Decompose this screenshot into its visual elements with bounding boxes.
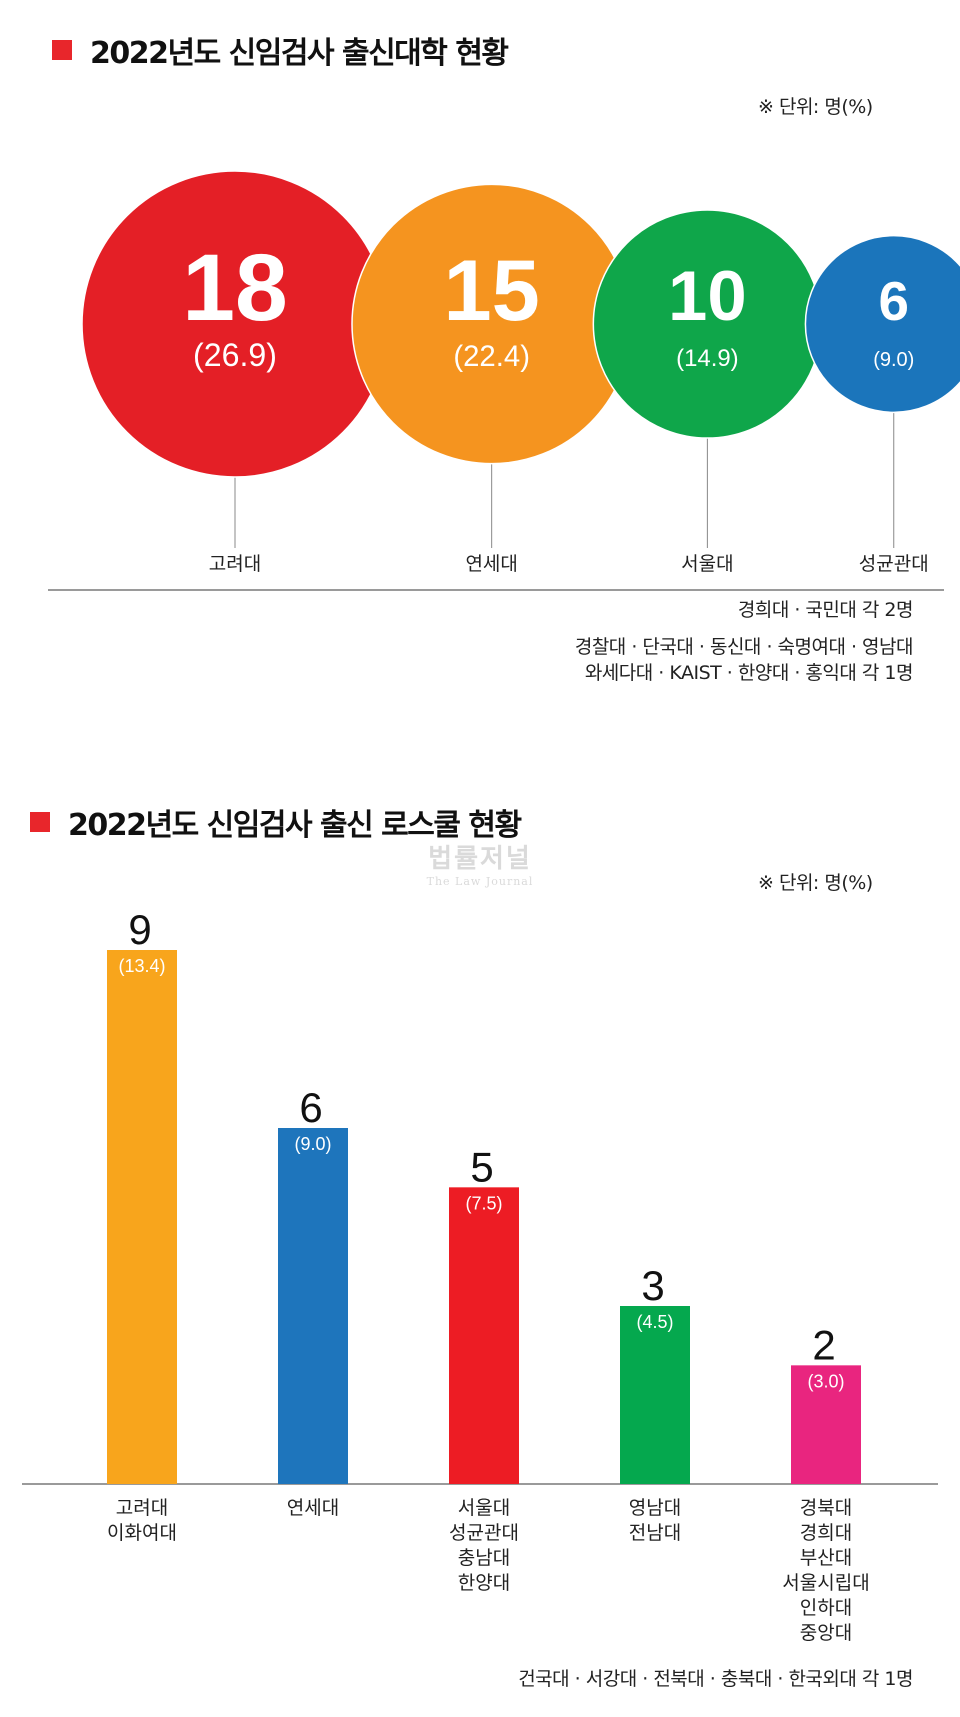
section1-unit: ※ 단위: 명(%)	[758, 96, 873, 118]
bar	[791, 1365, 861, 1484]
bubble-category-label: 고려대	[209, 553, 261, 575]
title-square-icon	[52, 40, 72, 60]
watermark-main: 법률저널	[428, 844, 532, 874]
bar-category-label: 연세대	[287, 1497, 339, 1519]
bar-category-label: 경희대	[800, 1522, 852, 1544]
bar-category-label: 인하대	[800, 1597, 852, 1619]
section1-title: 2022년도 신임검사 출신대학 현황	[52, 28, 509, 72]
bar-category-label: 성균관대	[449, 1522, 519, 1544]
bar	[278, 1128, 348, 1484]
bar-percent-label: (7.5)	[465, 1193, 502, 1213]
bubble-value-label: 6	[879, 270, 909, 332]
bar	[107, 950, 177, 1484]
bar-category-label: 고려대	[116, 1497, 168, 1519]
bar	[449, 1187, 519, 1484]
section1-note-2: 경찰대 · 단국대 · 동신대 · 숙명여대 · 영남대	[574, 636, 914, 658]
title-square-icon	[30, 812, 50, 832]
section2-title-text: 2022년도 신임검사 출신 로스쿨 현황	[68, 808, 522, 843]
bar-category-label: 부산대	[800, 1547, 852, 1569]
bar-value-label: 3	[641, 1262, 664, 1309]
bar-category-label: 경북대	[800, 1497, 852, 1519]
section1-title-text: 2022년도 신임검사 출신대학 현황	[90, 36, 509, 71]
bubble-value-label: 15	[444, 243, 540, 339]
bar-category-label: 서울시립대	[782, 1572, 869, 1594]
bubble-chart: 고려대연세대서울대성균관대이화여대18(26.9)15(22.4)10(14.9…	[48, 170, 960, 591]
bar-percent-label: (9.0)	[294, 1134, 331, 1154]
bar-percent-label: (4.5)	[636, 1312, 673, 1332]
bar-category-label: 중앙대	[800, 1622, 852, 1644]
bar-category-label: 전남대	[629, 1522, 681, 1544]
bubble-category-label: 성균관대	[859, 553, 929, 575]
bar	[620, 1306, 690, 1484]
bar-category-label: 서울대	[458, 1497, 510, 1519]
bar-category-label: 한양대	[458, 1572, 510, 1594]
section2-unit: ※ 단위: 명(%)	[758, 872, 873, 894]
section1-note-1: 경희대 · 국민대 각 2명	[737, 599, 914, 621]
bar-percent-label: (3.0)	[807, 1371, 844, 1391]
bar-category-label: 이화여대	[107, 1522, 177, 1544]
bubble-percent-label: (26.9)	[193, 337, 277, 373]
bubble-category-label: 서울대	[681, 553, 733, 575]
bar-value-label: 6	[299, 1084, 322, 1131]
bar-category-label: 충남대	[458, 1547, 510, 1569]
bar-value-label: 5	[470, 1143, 493, 1190]
bubble-value-label: 18	[182, 235, 288, 341]
bubble-percent-label: (14.9)	[676, 345, 739, 372]
bubble	[804, 234, 960, 414]
watermark-sub: The Law Journal	[426, 875, 534, 888]
bubble-percent-label: (22.4)	[453, 340, 530, 373]
bubble-category-label: 연세대	[465, 553, 517, 575]
section2-title: 2022년도 신임검사 출신 로스쿨 현황	[30, 800, 522, 844]
bar-percent-label: (13.4)	[118, 956, 165, 976]
section1-note-3: 와세다대 · KAIST · 한양대 · 홍익대 각 1명	[584, 662, 914, 684]
bar-category-label: 영남대	[629, 1497, 681, 1519]
bubble-value-label: 10	[668, 256, 747, 335]
bar-value-label: 2	[812, 1321, 835, 1368]
bar-value-label: 9	[128, 906, 151, 953]
section2-note-1: 건국대 · 서강대 · 전북대 · 충북대 · 한국외대 각 1명	[518, 1668, 913, 1690]
bubble-percent-label: (9.0)	[873, 349, 914, 371]
watermark: 법률저널 The Law Journal	[400, 838, 560, 888]
